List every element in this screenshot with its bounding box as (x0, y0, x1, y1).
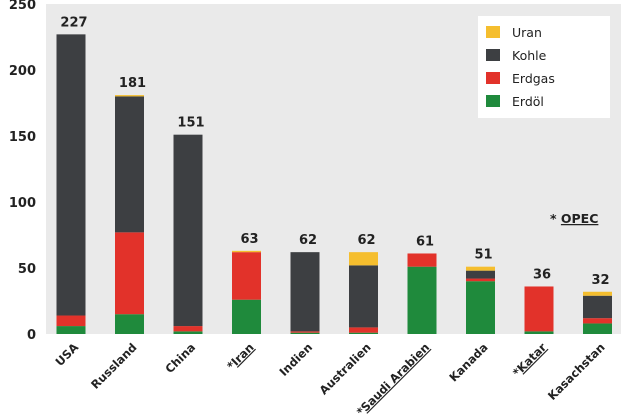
bar-segment-kohle (115, 96, 144, 233)
bars (56, 34, 612, 334)
bar-segment-erdl (466, 281, 495, 334)
bar-segment-erdl (56, 326, 86, 334)
bar-segment-erdgas (232, 252, 261, 300)
bar-segment-erdl (290, 332, 320, 334)
bar-segment-kohle (56, 34, 86, 316)
legend-label: Kohle (512, 48, 547, 63)
category-label: Kasachstan (545, 340, 608, 403)
total-label: 151 (177, 116, 204, 131)
bar-segment-uran (232, 250, 261, 253)
bar-segment-erdgas (583, 318, 612, 324)
bar-segment-erdl (232, 299, 261, 334)
bar-segment-erdgas (524, 286, 554, 332)
bar-segment-erdl (524, 331, 554, 334)
bar-segment-uran (583, 291, 612, 296)
category-label: Australien (317, 340, 374, 397)
bar-segment-uran (115, 95, 144, 97)
legend-label: Erdgas (512, 71, 555, 86)
y-tick-label: 200 (9, 64, 36, 79)
y-tick-label: 150 (9, 130, 36, 145)
category-label: *Katar (510, 340, 550, 380)
legend: Uran Kohle Erdgas Erdöl (478, 16, 610, 118)
category-labels: USA Russland China *Iran Indien Australien*Sa… (52, 340, 607, 417)
y-tick-label: 250 (9, 0, 36, 13)
bar-segment-kohle (290, 252, 320, 332)
y-axis-ticks: 0 50 100 150 200 250 (9, 0, 36, 343)
bar-segment-erdl (407, 266, 437, 334)
total-labels: 227 181 151 63 62 62 61 51 36 32 (60, 15, 609, 287)
bar-segment-kohle (466, 270, 495, 279)
y-tick-label: 0 (27, 328, 36, 343)
category-label: USA (52, 340, 81, 369)
category-label: China (162, 340, 198, 376)
bar-segment-uran (349, 252, 378, 266)
category-label: Russland (88, 340, 140, 392)
y-tick-label: 50 (18, 262, 36, 277)
legend-swatch (486, 49, 500, 61)
bar-segment-erdgas (466, 278, 495, 282)
bar-segment-kohle (349, 265, 378, 328)
total-label: 51 (474, 248, 492, 263)
legend-swatch (486, 72, 500, 84)
category-label: *Iran (224, 340, 256, 372)
y-tick-label: 100 (9, 196, 36, 211)
total-label: 61 (416, 234, 434, 249)
bar-segment-erdl (115, 314, 144, 334)
total-label: 62 (357, 233, 375, 248)
total-label: 62 (299, 233, 317, 248)
bar-segment-erdl (349, 332, 378, 334)
bar-segment-erdgas (290, 331, 320, 333)
bar-segment-erdl (173, 331, 203, 334)
legend-label: Erdöl (512, 94, 544, 109)
legend-swatch (486, 95, 500, 107)
total-label: 63 (240, 232, 258, 247)
bar-segment-erdl (583, 323, 612, 334)
bar-segment-erdgas (349, 327, 378, 333)
total-label: 32 (591, 273, 609, 288)
total-label: 181 (119, 76, 146, 91)
legend-label: Uran (512, 25, 542, 40)
bar-segment-uran (466, 266, 495, 271)
total-label: 36 (533, 267, 551, 282)
category-label: Indien (276, 340, 315, 379)
bar-segment-kohle (173, 134, 203, 327)
bar-segment-kohle (583, 295, 612, 319)
total-label: 227 (60, 15, 87, 30)
bar-segment-erdgas (173, 326, 203, 332)
legend-swatch (486, 26, 500, 38)
bar-segment-erdgas (56, 315, 86, 327)
opec-note: * OPEC (550, 211, 598, 226)
bar-segment-erdgas (407, 253, 437, 267)
category-label: Kanada (446, 340, 490, 384)
bar-segment-erdgas (115, 232, 144, 315)
